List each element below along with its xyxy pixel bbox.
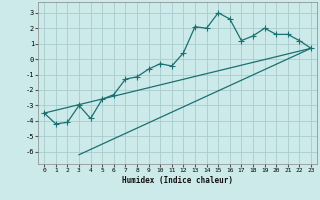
X-axis label: Humidex (Indice chaleur): Humidex (Indice chaleur)	[122, 176, 233, 185]
